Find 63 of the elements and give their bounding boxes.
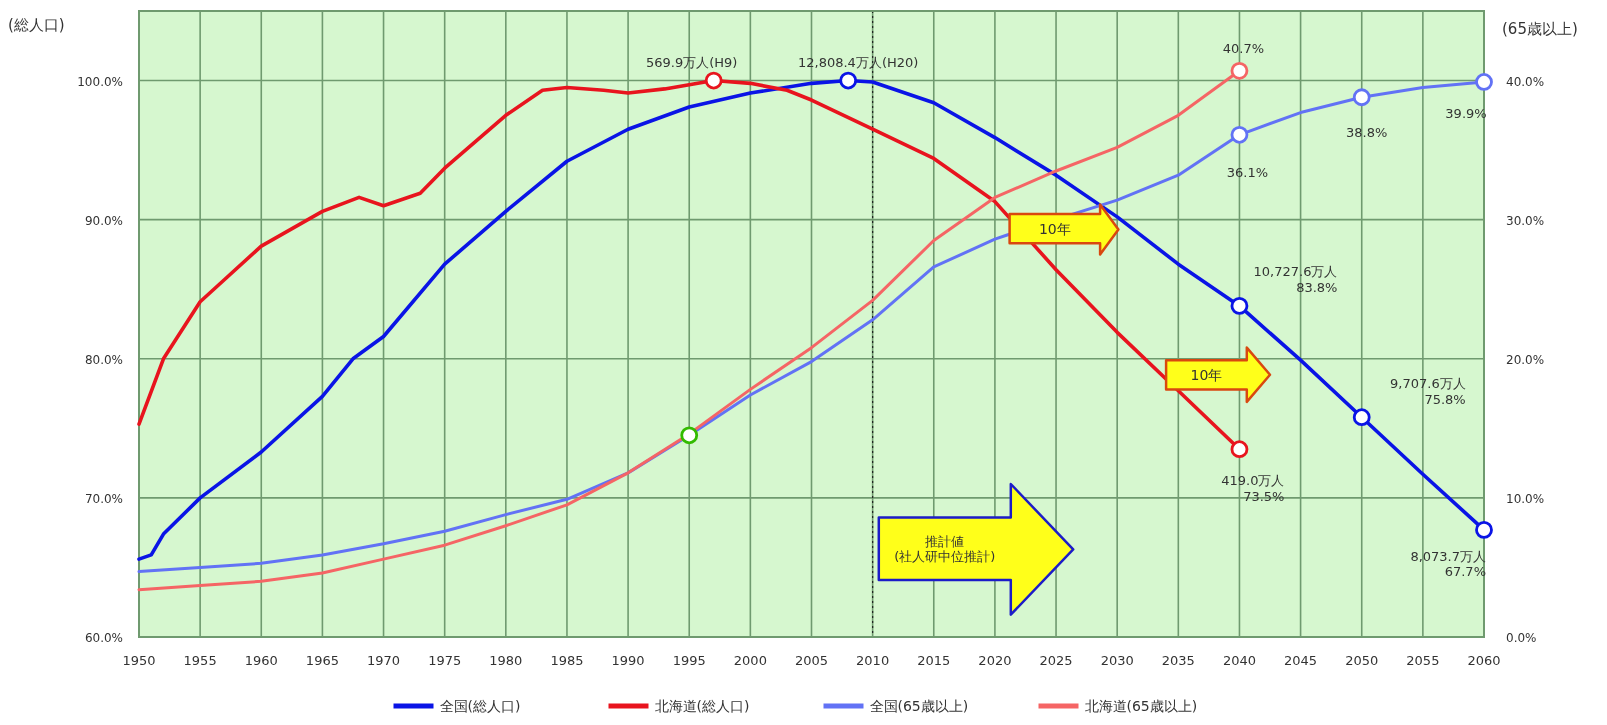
annotation: 10年 (1038, 220, 1071, 237)
x-tick-label: 2030 (1100, 653, 1134, 668)
x-tick-label: 2000 (733, 653, 767, 668)
annotation: 38.8% (1346, 125, 1388, 141)
x-tick-label: 1980 (489, 653, 523, 668)
point (839, 71, 858, 90)
point (1475, 73, 1493, 91)
x-tick-label: 1970 (367, 653, 401, 668)
x-tick-label: 2045 (1284, 653, 1318, 668)
legend-label: 北海道(65歳以上) (1084, 698, 1198, 714)
x-tick-label: 2050 (1345, 653, 1379, 668)
x-tick-label: 1995 (672, 653, 706, 668)
annotation: 8,073.7万人 67.7% (1410, 548, 1486, 580)
legend-label: 全国(65歳以上) (869, 698, 969, 714)
legend-label: 全国(総人口) (439, 698, 521, 714)
annotation: 推計値 (社人研中位推計) (894, 533, 996, 565)
x-tick-label: 1955 (183, 653, 217, 668)
y-tick-label: 80.0% (84, 352, 123, 367)
annotation: 39.9% (1445, 105, 1487, 121)
annotation: 12,808.4万人(H20) (798, 54, 919, 70)
point (1230, 440, 1249, 459)
annotation: 9,707.6万人 75.8% (1390, 376, 1466, 407)
x-tick-label: 1990 (611, 653, 645, 668)
x-tick-label: 2040 (1222, 653, 1256, 668)
x-tick-label: 2025 (1039, 653, 1073, 668)
point (1475, 520, 1493, 539)
x-tick-label: 2055 (1406, 653, 1440, 668)
y2-tick-label: 30.0% (1506, 213, 1545, 228)
x-tick-label: 2015 (917, 653, 951, 668)
annotation: 10年 (1190, 366, 1223, 383)
y2-tick-label: 40.0% (1506, 74, 1545, 89)
y2-tick-label: 0.0% (1506, 631, 1537, 645)
x-tick-label: 2060 (1467, 653, 1501, 668)
x-tick-label: 1985 (550, 653, 584, 668)
x-tick-label: 2020 (978, 653, 1012, 668)
y-tick-label: 70.0% (84, 491, 123, 506)
y2-tick-label: 20.0% (1506, 352, 1545, 367)
x-tick-label: 1965 (305, 653, 339, 668)
y-tick-label: 90.0% (84, 213, 123, 228)
y2-tick-label: 10.0% (1506, 491, 1545, 506)
x-tick-label: 1960 (244, 653, 278, 668)
point (1230, 61, 1249, 80)
y-tick-label: 100.0% (77, 74, 123, 89)
annotation: 36.1% (1226, 164, 1269, 180)
y2-axis-title: (65歳以上) (1502, 20, 1578, 38)
legend-label: 北海道(総人口) (654, 698, 750, 714)
y-axis-title: (総人口) (8, 16, 65, 34)
x-tick-label: 2005 (794, 653, 829, 668)
y-tick-label: 60.0% (84, 631, 123, 645)
x-tick-label: 1950 (122, 653, 156, 668)
point (680, 426, 699, 445)
point (1230, 297, 1249, 315)
point (1352, 408, 1371, 427)
annotation: 419.0万人 73.5% (1221, 473, 1285, 504)
point (704, 71, 723, 90)
x-tick-label: 2035 (1161, 653, 1195, 668)
annotation: 40.7% (1222, 40, 1265, 56)
x-tick-label: 1975 (428, 653, 462, 668)
annotation: 10,727.6万人 83.8% (1253, 263, 1338, 295)
point (1352, 88, 1371, 107)
point (1230, 125, 1249, 144)
annotation: 569.9万人(H9) (645, 54, 738, 70)
x-tick-label: 2010 (856, 653, 890, 668)
